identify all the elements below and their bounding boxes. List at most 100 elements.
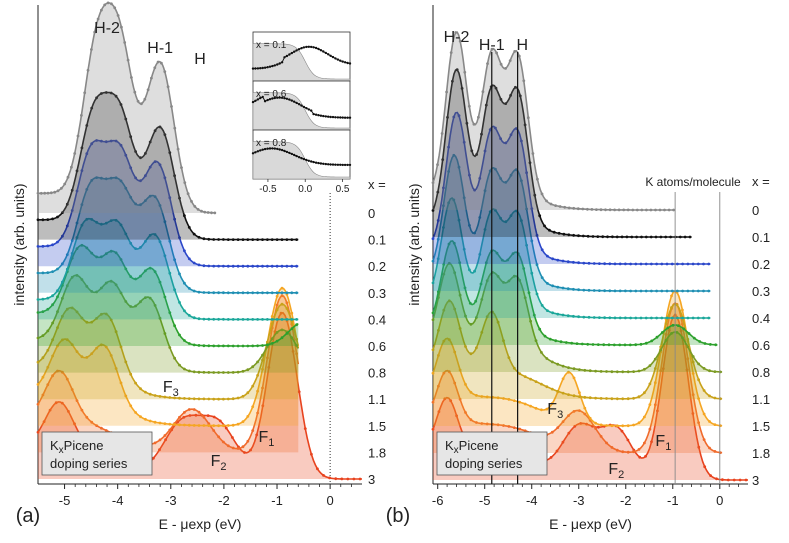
data-point xyxy=(664,322,668,326)
data-point xyxy=(511,252,515,256)
data-point xyxy=(256,374,259,377)
data-point xyxy=(295,344,298,348)
data-point xyxy=(495,51,498,55)
data-point xyxy=(109,318,113,322)
data-point xyxy=(529,319,532,323)
data-point xyxy=(251,429,255,432)
data-point xyxy=(183,181,187,185)
data-point xyxy=(458,261,462,264)
data-point xyxy=(139,387,142,391)
data-point xyxy=(212,415,216,419)
data-point xyxy=(173,324,177,328)
data-point xyxy=(129,275,133,278)
data-point xyxy=(114,218,118,222)
data-point xyxy=(588,396,592,400)
peak-label-f3: F3 xyxy=(163,379,179,399)
data-point xyxy=(65,307,69,311)
data-point xyxy=(158,204,162,207)
data-point xyxy=(290,264,294,268)
data-point xyxy=(474,299,478,303)
data-point xyxy=(550,402,554,405)
data-point xyxy=(632,370,635,373)
data-point xyxy=(520,219,523,223)
data-point xyxy=(246,291,250,295)
data-point xyxy=(267,366,271,369)
data-point xyxy=(358,477,362,481)
data-point xyxy=(183,214,186,218)
data-point xyxy=(546,309,549,312)
data-point xyxy=(563,205,567,209)
data-point xyxy=(610,424,614,428)
data-point xyxy=(178,363,181,367)
data-point xyxy=(586,342,590,346)
inset: x = 0.1 x = 0.6 x = 0.8 -0.5 0.0 0.5 xyxy=(251,31,352,195)
data-point xyxy=(75,350,79,353)
data-point xyxy=(490,47,494,51)
data-point xyxy=(644,262,648,266)
data-point xyxy=(697,362,700,366)
data-point xyxy=(90,420,94,424)
data-point xyxy=(597,425,600,429)
data-point xyxy=(85,285,89,288)
data-point xyxy=(158,316,162,320)
data-point xyxy=(236,264,240,268)
data-point xyxy=(618,289,622,293)
data-point xyxy=(61,211,64,215)
data-point xyxy=(200,209,203,213)
peak-label-h-1: H-1 xyxy=(147,40,173,57)
data-point xyxy=(109,279,113,283)
data-point xyxy=(129,305,133,308)
data-point xyxy=(103,3,107,7)
data-point xyxy=(599,435,603,438)
data-point xyxy=(644,316,648,320)
data-point xyxy=(178,423,181,427)
data-point xyxy=(469,352,473,356)
data-point xyxy=(512,399,516,402)
data-point xyxy=(477,115,480,119)
data-point xyxy=(713,423,717,426)
data-point xyxy=(635,235,638,239)
data-point xyxy=(605,441,608,445)
data-point xyxy=(303,427,307,430)
data-point xyxy=(36,298,40,301)
data-point xyxy=(604,208,607,212)
data-point xyxy=(192,397,196,401)
data-point xyxy=(310,452,313,456)
data-point xyxy=(144,390,147,394)
data-point xyxy=(270,264,274,268)
data-point xyxy=(624,262,627,266)
data-point xyxy=(266,356,269,360)
x-tick-label: -3 xyxy=(165,493,177,508)
data-point xyxy=(654,208,657,212)
data-point xyxy=(168,422,172,426)
data-point xyxy=(217,291,221,295)
data-point xyxy=(270,238,274,242)
data-point xyxy=(443,397,447,401)
data-point xyxy=(129,135,133,139)
legend-line-1: KxPicene xyxy=(445,438,498,456)
data-point xyxy=(702,438,706,441)
series-line-0.2 xyxy=(38,139,299,267)
data-point xyxy=(231,291,235,295)
data-point xyxy=(222,371,225,374)
data-point xyxy=(567,206,571,210)
data-point xyxy=(457,114,461,118)
series-fill-0.1 xyxy=(38,92,299,240)
data-point xyxy=(458,368,462,372)
data-point xyxy=(567,431,571,435)
data-point xyxy=(441,158,445,162)
legend-box-bg xyxy=(436,431,548,476)
data-point xyxy=(605,424,608,427)
data-point xyxy=(632,450,635,454)
data-point xyxy=(523,296,527,300)
data-point xyxy=(275,303,279,307)
data-point xyxy=(634,289,638,293)
data-point xyxy=(473,231,476,235)
data-point xyxy=(556,426,560,429)
data-point xyxy=(202,424,206,427)
data-point xyxy=(626,208,630,212)
data-point xyxy=(509,94,512,97)
data-point xyxy=(134,176,138,180)
data-point xyxy=(486,62,489,65)
data-point xyxy=(36,218,40,222)
